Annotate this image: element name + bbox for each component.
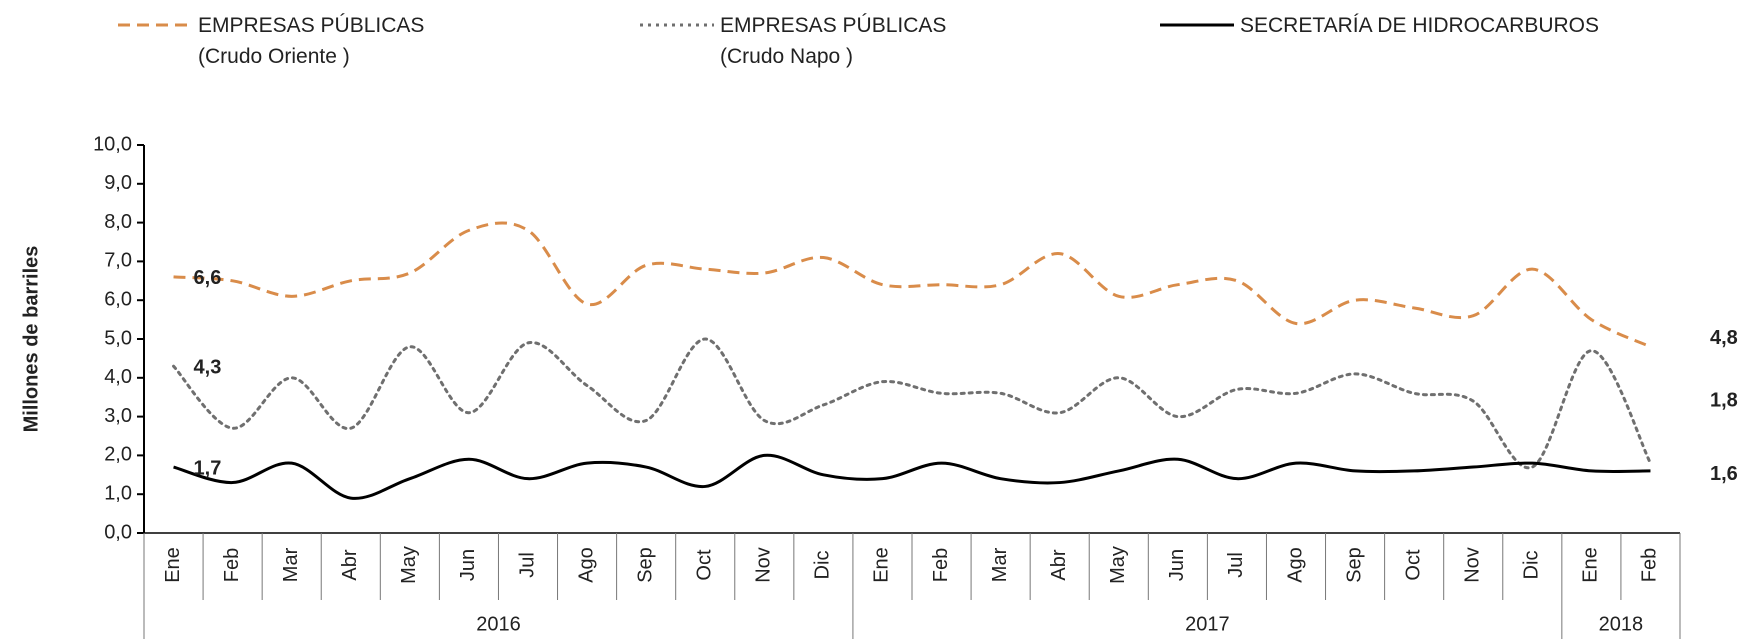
y-tick-label: 0,0 — [104, 521, 132, 543]
x-tick-label: Nov — [753, 547, 775, 583]
series-line — [173, 453, 1651, 500]
x-tick-label: May — [398, 546, 420, 584]
y-tick-label: 9,0 — [104, 172, 132, 194]
x-tick-label: Ene — [162, 547, 184, 583]
data-label: 1,7 — [194, 457, 222, 479]
x-tick-label: Oct — [1402, 549, 1424, 581]
y-tick-label: 7,0 — [104, 250, 132, 272]
legend-label: EMPRESAS PÚBLICAS (Crudo Oriente ) — [198, 14, 425, 68]
y-axis-label: Millones de barriles — [20, 246, 42, 433]
x-tick-label: Abr — [1048, 549, 1070, 580]
series-line — [173, 221, 1652, 349]
x-tick-label: Feb — [930, 548, 952, 582]
series-line — [172, 337, 1652, 470]
y-tick-label: 3,0 — [104, 405, 132, 427]
x-tick-label: Jul — [516, 552, 538, 578]
x-tick-label: Sep — [1343, 547, 1365, 583]
data-label: 4,3 — [194, 356, 222, 378]
y-tick-label: 1,0 — [104, 482, 132, 504]
y-tick-label: 4,0 — [104, 366, 132, 388]
x-tick-label: Oct — [694, 549, 716, 581]
legend-label: EMPRESAS PÚBLICAS (Crudo Napo ) — [720, 14, 947, 68]
group-label: 2016 — [476, 613, 521, 635]
y-tick-label: 6,0 — [104, 288, 132, 310]
x-tick-label: Dic — [1521, 551, 1543, 580]
data-label: 1,6 — [1710, 463, 1738, 485]
group-label: 2018 — [1599, 613, 1644, 635]
legend-label: SECRETARÍA DE HIDROCARBUROS — [1240, 14, 1599, 37]
x-tick-label: Dic — [812, 551, 834, 580]
x-tick-label: Mar — [989, 547, 1011, 582]
x-tick-label: Ene — [1580, 547, 1602, 583]
x-tick-label: Feb — [1639, 548, 1661, 582]
data-label: 4,8 — [1710, 327, 1738, 349]
x-tick-label: Feb — [221, 548, 243, 582]
x-tick-label: Ene — [871, 547, 893, 583]
x-tick-label: Jun — [1166, 549, 1188, 581]
x-tick-label: Ago — [575, 547, 597, 583]
y-tick-label: 2,0 — [104, 444, 132, 466]
x-tick-label: Jun — [457, 549, 479, 581]
x-tick-label: Abr — [339, 549, 361, 580]
x-tick-label: May — [1107, 546, 1129, 584]
x-tick-label: Ago — [1284, 547, 1306, 583]
y-tick-label: 5,0 — [104, 327, 132, 349]
x-tick-label: Jul — [1225, 552, 1247, 578]
x-tick-label: Mar — [280, 547, 302, 582]
group-label: 2017 — [1185, 613, 1230, 635]
data-label: 1,8 — [1710, 389, 1738, 411]
data-label: 6,6 — [194, 267, 222, 289]
x-tick-label: Sep — [634, 547, 656, 583]
y-tick-label: 10,0 — [93, 133, 132, 155]
x-tick-label: Nov — [1462, 547, 1484, 583]
y-tick-label: 8,0 — [104, 211, 132, 233]
